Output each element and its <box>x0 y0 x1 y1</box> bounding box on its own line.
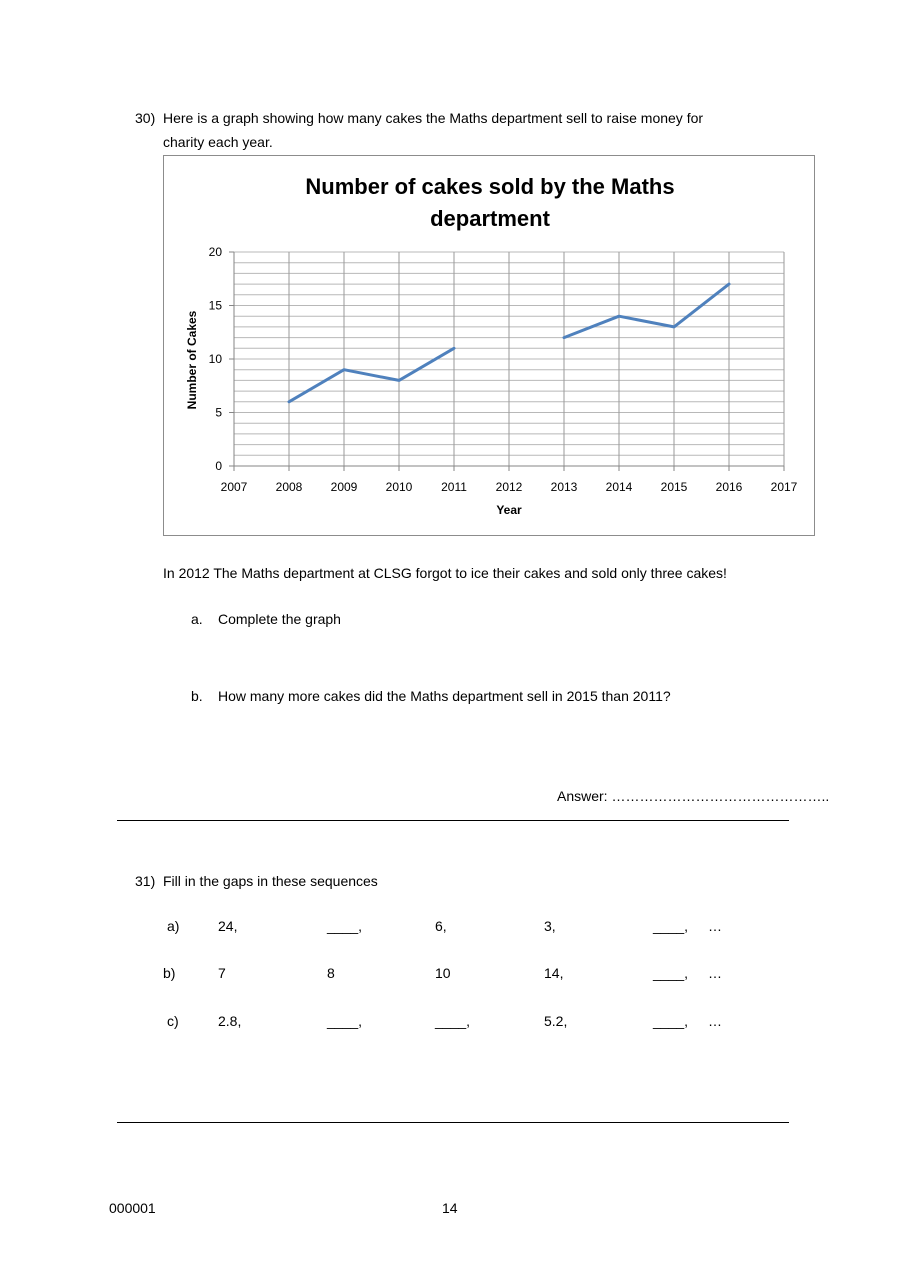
x-tick-label: 2016 <box>716 480 743 494</box>
y-tick-label: 10 <box>209 352 223 366</box>
sequence-term: 10 <box>435 965 451 981</box>
series-line-segment <box>562 282 731 340</box>
x-tick-label: 2017 <box>771 480 798 494</box>
x-tick-label: 2011 <box>441 480 467 494</box>
sequence-term: … <box>708 965 722 981</box>
sequence-gap-blank[interactable]: ____, <box>653 965 689 981</box>
x-tick-label: 2010 <box>386 480 413 494</box>
y-tick-label: 20 <box>209 245 223 259</box>
sequence-row-label: b) <box>163 965 176 981</box>
x-tick-label: 2013 <box>551 480 578 494</box>
part-b-label: b. <box>191 688 203 704</box>
chart-grid <box>234 251 785 466</box>
sequence-term: 5.2, <box>544 1013 568 1029</box>
x-tick-label: 2007 <box>221 480 248 494</box>
sequence-term: 3, <box>544 918 556 934</box>
y-axis-label: Number of Cakes <box>185 310 199 409</box>
sequence-row-label: a) <box>167 918 180 934</box>
question-30-intro-line1: Here is a graph showing how many cakes t… <box>163 110 704 126</box>
x-axis-label: Year <box>496 503 522 517</box>
x-tick-label: 2009 <box>331 480 358 494</box>
sequence-term: 6, <box>435 918 447 934</box>
sequence-term: 24, <box>218 918 238 934</box>
x-tick-label: 2008 <box>276 480 303 494</box>
footer-code: 000001 <box>109 1200 156 1216</box>
chart-title-line1: Number of cakes sold by the Maths <box>305 174 674 199</box>
answer-line[interactable]: Answer: ……………………………………….. <box>557 788 830 804</box>
sequence-gap-blank[interactable]: ____, <box>435 1013 471 1029</box>
data-series <box>287 282 731 404</box>
sequence-term: … <box>708 1013 722 1029</box>
sequence-term: 8 <box>327 965 335 981</box>
y-tick-label: 5 <box>215 406 222 420</box>
sequence-term: 2.8, <box>218 1013 242 1029</box>
x-tick-label: 2012 <box>496 480 523 494</box>
question-30-intro-line2: charity each year. <box>163 134 273 150</box>
y-tick-label: 15 <box>209 299 223 313</box>
part-a-label: a. <box>191 611 203 627</box>
section-divider <box>117 820 789 821</box>
sequence-term: 14, <box>544 965 564 981</box>
question-31-number: 31) <box>135 873 156 889</box>
y-tick-labels: 0 5 10 15 20 <box>209 245 223 473</box>
x-tick-label: 2014 <box>606 480 633 494</box>
question-30-number: 30) <box>135 110 156 126</box>
y-tick-label: 0 <box>215 459 222 473</box>
sequence-gap-blank[interactable]: ____, <box>653 918 689 934</box>
page-number: 14 <box>442 1200 458 1216</box>
sequence-term: 7 <box>218 965 226 981</box>
sequence-gap-blank[interactable]: ____, <box>327 1013 363 1029</box>
series-line-segment <box>287 346 456 404</box>
question-31-intro: Fill in the gaps in these sequences <box>163 873 378 889</box>
part-b-text: How many more cakes did the Maths depart… <box>218 688 671 704</box>
question-30-statement: In 2012 The Maths department at CLSG for… <box>163 565 727 581</box>
sequence-gap-blank[interactable]: ____, <box>327 918 363 934</box>
part-a-text: Complete the graph <box>218 611 341 627</box>
sequence-term: … <box>708 918 722 934</box>
x-tick-label: 2015 <box>661 480 688 494</box>
line-chart: Number of cakes sold by the Maths depart… <box>185 174 798 517</box>
chart-title-line2: department <box>430 206 550 231</box>
sequence-gap-blank[interactable]: ____, <box>653 1013 689 1029</box>
section-divider-bottom <box>117 1122 789 1123</box>
x-tick-labels: 2007 2008 2009 2010 2011 2012 2013 2014 2015 2016… <box>221 480 798 494</box>
chart-axes <box>229 251 785 471</box>
sequence-row-label: c) <box>167 1013 179 1029</box>
chart-frame: Number of cakes sold by the Maths depart… <box>163 155 815 536</box>
